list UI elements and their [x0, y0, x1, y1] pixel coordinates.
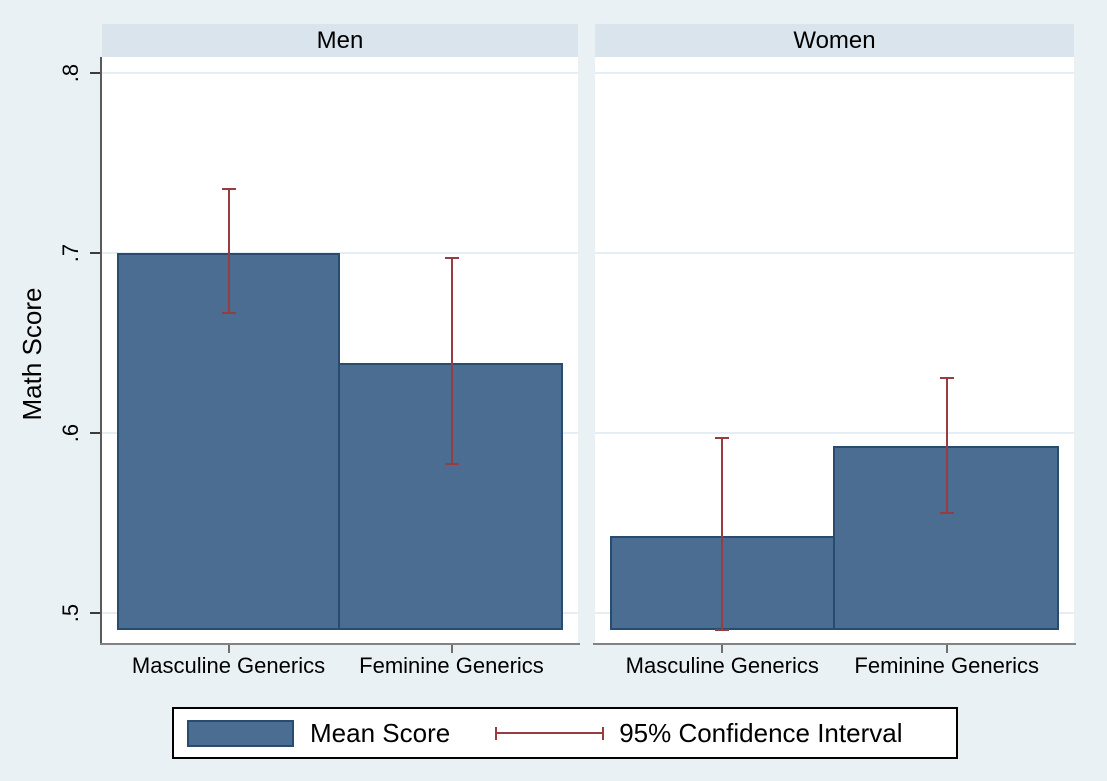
ci-horizontal-line	[495, 731, 605, 734]
y-tick	[90, 612, 100, 614]
gridline	[102, 72, 578, 74]
y-tick	[90, 72, 100, 74]
panel-title-women: Women	[595, 24, 1074, 57]
x-tick	[945, 645, 948, 653]
gridline	[595, 432, 1074, 434]
legend-label-confidence-interval: 95% Confidence Interval	[619, 717, 903, 748]
ci-lower-cap	[715, 629, 730, 631]
y-tick-label: .7	[58, 243, 83, 263]
x-axis-line-women	[593, 643, 1076, 645]
panel-title-text: Men	[316, 26, 364, 54]
x-tick-label: Masculine Generics	[625, 653, 819, 678]
ci-women-masculine	[721, 436, 724, 631]
y-tick-label: .8	[58, 63, 83, 83]
ci-women-feminine	[945, 377, 948, 514]
ci-lower-cap	[221, 312, 236, 315]
ci-upper-cap	[221, 188, 236, 191]
y-tick	[90, 252, 100, 254]
ci-upper-cap	[715, 436, 730, 439]
x-tick	[450, 645, 453, 653]
gridline	[102, 252, 578, 254]
plot-area-men	[102, 57, 578, 643]
x-tick-label: Feminine Generics	[854, 653, 1040, 678]
plot-area-women	[595, 57, 1074, 643]
bar-men-feminine	[338, 362, 563, 630]
x-tick-label: Feminine Generics	[359, 653, 544, 678]
panel-title-men: Men	[102, 24, 578, 57]
ci-upper-cap	[444, 256, 459, 259]
bar-men-masculine	[117, 253, 340, 630]
y-tick	[90, 432, 100, 434]
ci-men-masculine	[227, 188, 230, 315]
ci-lower-cap	[444, 463, 459, 466]
ci-upper-cap	[939, 377, 954, 380]
gridline	[595, 72, 1074, 74]
x-tick	[721, 645, 724, 653]
legend-bar-swatch	[187, 719, 294, 747]
y-axis-title: Math Score	[17, 287, 47, 421]
ci-lower-cap	[939, 512, 954, 514]
panel-title-text: Women	[793, 26, 876, 54]
legend: Mean Score 95% Confidence Interval	[172, 707, 958, 759]
y-tick-label: .6	[58, 423, 83, 443]
legend-label-mean-score: Mean Score	[310, 717, 451, 748]
y-axis-line	[100, 57, 102, 645]
y-tick-label: .5	[58, 603, 83, 623]
gridline	[595, 252, 1074, 254]
x-tick-label: Masculine Generics	[131, 653, 326, 678]
x-tick	[227, 645, 230, 653]
x-axis-line-men	[100, 643, 580, 645]
ci-right-cap	[602, 726, 605, 740]
ci-men-feminine	[450, 256, 453, 466]
legend-confidence-interval-icon	[495, 726, 605, 740]
